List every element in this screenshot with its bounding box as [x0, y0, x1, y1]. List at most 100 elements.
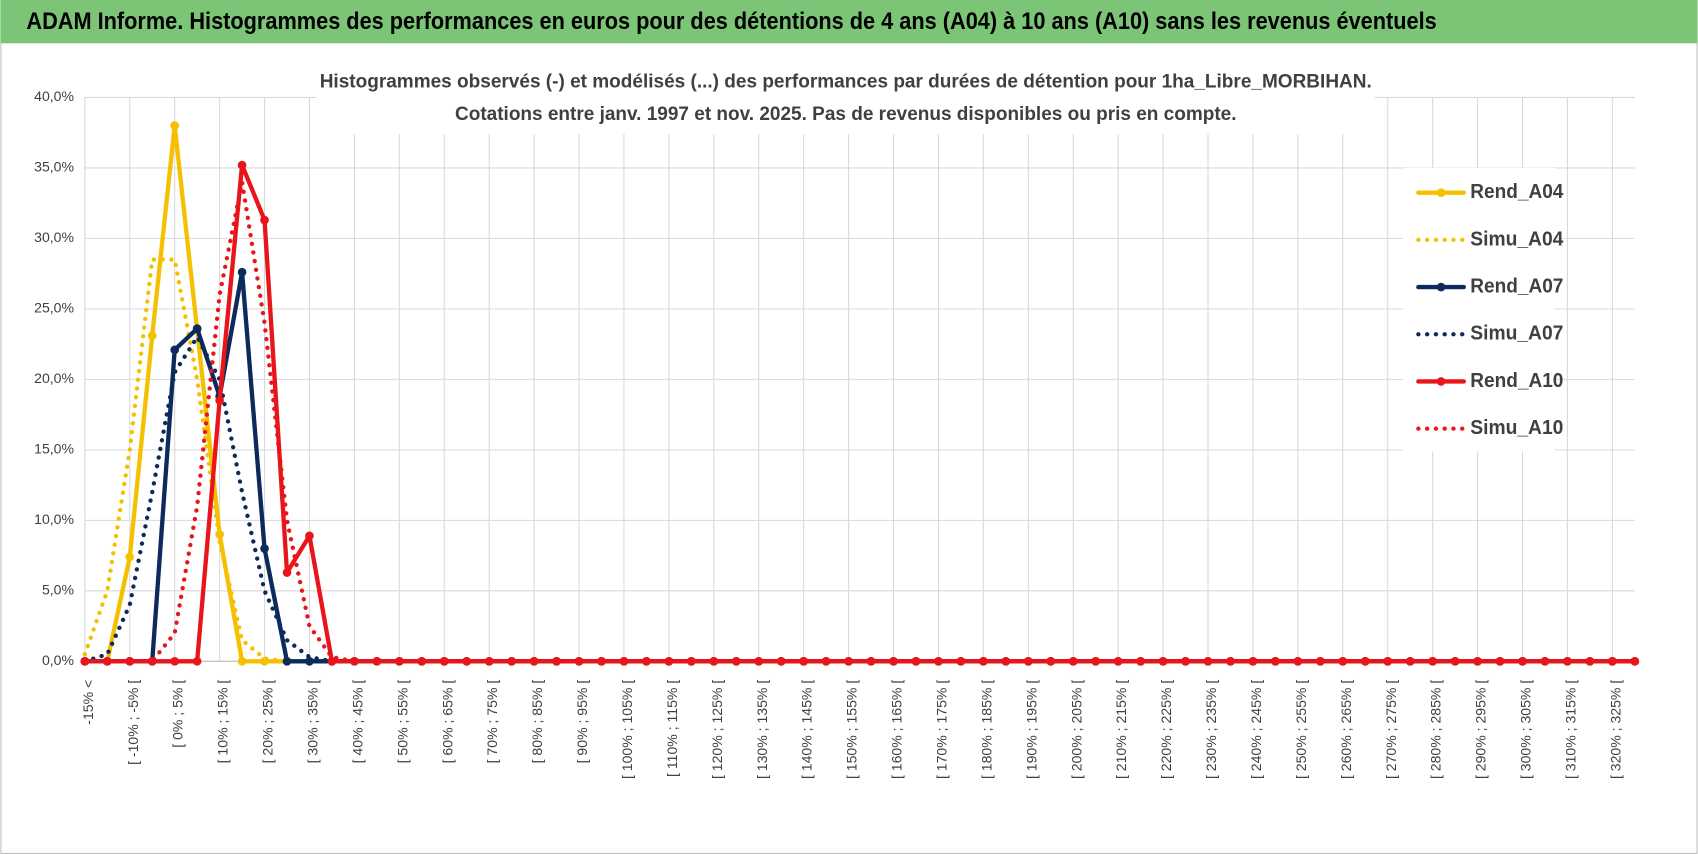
x-tick-label: [ 260% ; 265% [	[1338, 680, 1354, 779]
title-box	[316, 67, 1376, 135]
legend-box	[1403, 167, 1555, 452]
x-tick-label: [ 210% ; 215% [	[1113, 680, 1129, 779]
legend-label: Rend_A07	[1470, 274, 1563, 297]
series-marker	[1608, 657, 1617, 666]
x-tick-label: [ 280% ; 285% [	[1428, 680, 1444, 779]
y-tick-label: 5,0%	[42, 582, 74, 598]
x-tick-label: [ 190% ; 195% [	[1023, 680, 1039, 779]
legend-marker	[1436, 282, 1446, 292]
legend-label: Rend_A10	[1470, 369, 1563, 392]
x-tick-label: [ 80% ; 85% [	[529, 680, 545, 764]
y-tick-label: 0,0%	[42, 652, 74, 668]
series-marker	[1203, 657, 1213, 666]
series-line	[82, 179, 1637, 664]
series-marker	[260, 544, 269, 553]
series-marker	[1091, 657, 1101, 666]
series-marker	[529, 657, 539, 666]
y-tick-label: 35,0%	[34, 159, 74, 175]
series-marker	[305, 657, 314, 666]
series-marker	[1518, 657, 1527, 666]
x-tick-label: [ 230% ; 235% [	[1203, 680, 1219, 779]
x-tick-label: [ 160% ; 165% [	[889, 680, 905, 779]
y-tick-label: 30,0%	[34, 229, 74, 245]
y-tick-label: 20,0%	[34, 370, 74, 386]
x-tick-label: [ 320% ; 325% [	[1607, 680, 1623, 779]
series-marker	[574, 657, 584, 666]
x-tick-label: [ 50% ; 55% [	[394, 680, 410, 764]
x-tick-label: [ 170% ; 175% [	[933, 680, 949, 779]
x-tick-label: [ 40% ; 45% [	[349, 680, 365, 764]
series-marker	[889, 657, 898, 666]
series-marker	[215, 396, 224, 405]
series-marker	[1046, 657, 1056, 666]
x-tick-label: [ 120% ; 125% [	[709, 680, 725, 779]
x-tick-label: [ 150% ; 155% [	[844, 680, 860, 779]
series-marker	[1248, 657, 1258, 666]
chart-subtitle: Cotations entre janv. 1997 et nov. 2025.…	[455, 103, 1236, 125]
series-marker	[237, 657, 247, 666]
series-marker	[192, 324, 202, 333]
series-marker	[170, 345, 180, 355]
x-tick-label: [ 140% ; 145% [	[799, 680, 815, 779]
x-tick-label: [ 20% ; 25% [	[260, 680, 276, 764]
x-tick-label: [ 300% ; 305% [	[1518, 680, 1534, 779]
series-marker	[687, 657, 696, 666]
series-marker	[1315, 657, 1325, 666]
series-marker	[844, 657, 853, 666]
series-marker	[1001, 657, 1011, 666]
series-marker	[125, 552, 135, 562]
x-tick-label: [ 70% ; 75% [	[484, 680, 500, 764]
series-marker	[934, 657, 943, 666]
plot: 0,0% 5,0% 10,0% 15,0% 20,0% 25,0% 30,0% 35,0% 40…	[34, 88, 1640, 779]
series-marker	[956, 657, 966, 666]
header-title: ADAM Informe. Histogrammes des performan…	[26, 8, 1436, 35]
x-tick-label: [ 100% ; 105% [	[619, 680, 635, 779]
series-marker	[282, 568, 292, 577]
x-tick-label: [ 0% ; 5% [	[170, 680, 186, 748]
legend: Rend_A04 Simu_A04 Rend_A07 Simu_A07 Rend_A10…	[1416, 180, 1564, 439]
series-marker	[237, 160, 247, 170]
x-tick-label: [ 200% ; 205% [	[1068, 680, 1084, 779]
series-marker	[642, 657, 651, 666]
series-marker	[372, 657, 382, 666]
series-marker	[305, 531, 314, 541]
legend-marker	[1436, 377, 1446, 386]
series-marker	[1563, 657, 1572, 666]
x-tick-label: [ 60% ; 65% [	[439, 680, 455, 764]
series-marker	[799, 657, 808, 666]
legend-marker	[1436, 188, 1446, 197]
series-marker	[282, 657, 292, 666]
x-tick-label: [ 180% ; 185% [	[978, 680, 994, 779]
x-tick-label: [ 240% ; 245% [	[1248, 680, 1264, 779]
series-marker	[484, 657, 494, 666]
series-marker	[1293, 657, 1303, 666]
series-marker	[260, 215, 269, 225]
x-tick-label: [ 130% ; 135% [	[754, 680, 770, 779]
series-marker	[102, 657, 112, 666]
series-marker	[237, 267, 247, 277]
series-marker	[731, 657, 741, 666]
x-tick-label: [ 290% ; 295% [	[1473, 680, 1489, 779]
series-marker	[327, 657, 337, 666]
x-tick-label: [ 270% ; 275% [	[1383, 680, 1399, 779]
x-tick-label: [ -10% ; -5% [	[125, 680, 141, 765]
series-marker	[170, 121, 180, 130]
series-marker	[1405, 657, 1415, 666]
chart-title: Histogrammes observés (-) et modélisés (…	[320, 70, 1372, 92]
x-tick-label: [ 250% ; 255% [	[1293, 680, 1309, 779]
x-tick-label: [ 10% ; 15% [	[215, 680, 231, 764]
y-tick-label: 25,0%	[34, 300, 74, 316]
y-tick-label: 10,0%	[34, 511, 74, 527]
series-marker	[170, 657, 180, 666]
y-tick-label: 40,0%	[34, 88, 74, 104]
legend-label: Simu_A07	[1470, 322, 1563, 345]
header-bar	[0, 0, 1698, 44]
x-tick-label: [ 30% ; 35% [	[305, 680, 321, 764]
x-tick-label: [ 90% ; 95% [	[574, 680, 590, 764]
legend-label: Simu_A10	[1470, 416, 1563, 439]
series-marker	[1450, 657, 1460, 666]
legend-label: Simu_A04	[1470, 227, 1564, 250]
x-tick-label: [ 220% ; 225% [	[1158, 680, 1174, 779]
series-marker	[1158, 657, 1168, 666]
